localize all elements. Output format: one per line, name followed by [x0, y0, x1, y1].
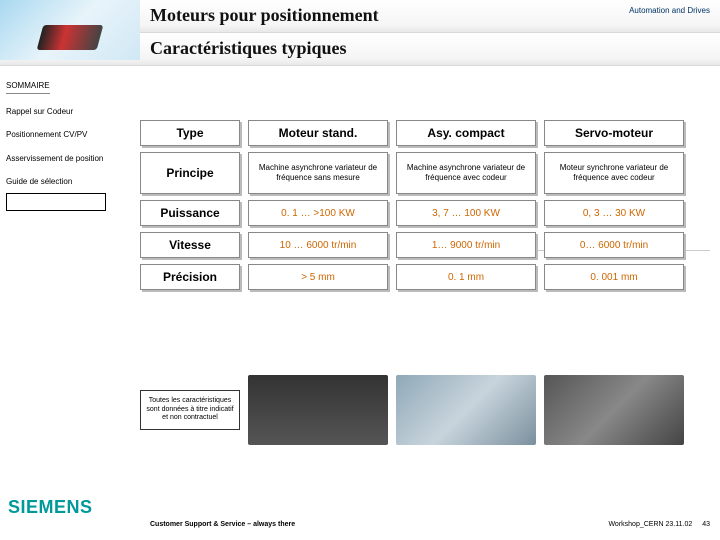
footer-event: Workshop_CERN 23.11.02	[608, 521, 692, 528]
cell-precision-asy: 0. 1 mm	[396, 264, 536, 290]
col-header-type: Type	[140, 120, 240, 146]
disclaimer-box: Toutes les caractéristiques sont données…	[140, 390, 240, 429]
cell-puissance-servo: 0, 3 … 30 KW	[544, 200, 684, 226]
tagline: Automation and Drives	[629, 6, 710, 15]
content-area: Type Moteur stand. Asy. compact Servo-mo…	[140, 120, 710, 290]
col-header-asycompact: Asy. compact	[396, 120, 536, 146]
title-line-1: Moteurs pour positionnement	[150, 5, 379, 26]
col-header-standard: Moteur stand.	[248, 120, 388, 146]
row-label-precision: Précision	[140, 264, 240, 290]
cell-precision-servo: 0. 001 mm	[544, 264, 684, 290]
sidebar-item-guide[interactable]: Guide de sélection	[6, 176, 121, 187]
image-motor-asy	[396, 375, 536, 445]
cell-vitesse-servo: 0… 6000 tr/min	[544, 232, 684, 258]
cell-principe-servo: Moteur synchrone variateur de fréquence …	[544, 152, 684, 194]
sidebar-highlight-box	[6, 193, 106, 211]
cell-puissance-asy: 3, 7 … 100 KW	[396, 200, 536, 226]
row-label-puissance: Puissance	[140, 200, 240, 226]
cell-precision-standard: > 5 mm	[248, 264, 388, 290]
cell-principe-standard: Machine asynchrone variateur de fréquenc…	[248, 152, 388, 194]
sidebar-item-positionnement[interactable]: Positionnement CV/PV	[6, 129, 121, 140]
sidebar-sommaire[interactable]: SOMMAIRE	[6, 80, 50, 94]
bottom-image-row: Toutes les caractéristiques sont données…	[140, 375, 710, 445]
col-header-servo: Servo-moteur	[544, 120, 684, 146]
row-label-vitesse: Vitesse	[140, 232, 240, 258]
sidebar: SOMMAIRE Rappel sur Codeur Positionnemen…	[6, 80, 121, 223]
header-logo-image	[0, 0, 140, 60]
cell-principe-asy: Machine asynchrone variateur de fréquenc…	[396, 152, 536, 194]
image-motor-servo	[544, 375, 684, 445]
siemens-logo: SIEMENS	[8, 497, 93, 518]
row-label-principe: Principe	[140, 152, 240, 194]
footer-page-number: 43	[702, 521, 710, 528]
cell-vitesse-standard: 10 … 6000 tr/min	[248, 232, 388, 258]
image-motor-standard	[248, 375, 388, 445]
title-line-2: Caractéristiques typiques	[150, 38, 347, 59]
footer-right: Workshop_CERN 23.11.02 43	[608, 521, 710, 528]
sidebar-item-asservissement[interactable]: Asservissement de position	[6, 153, 121, 164]
spec-table: Type Moteur stand. Asy. compact Servo-mo…	[140, 120, 710, 290]
footer-left-text: Customer Support & Service – always ther…	[150, 521, 295, 528]
sidebar-item-codeur[interactable]: Rappel sur Codeur	[6, 106, 121, 117]
cell-puissance-standard: 0. 1 … >100 KW	[248, 200, 388, 226]
cell-vitesse-asy: 1… 9000 tr/min	[396, 232, 536, 258]
